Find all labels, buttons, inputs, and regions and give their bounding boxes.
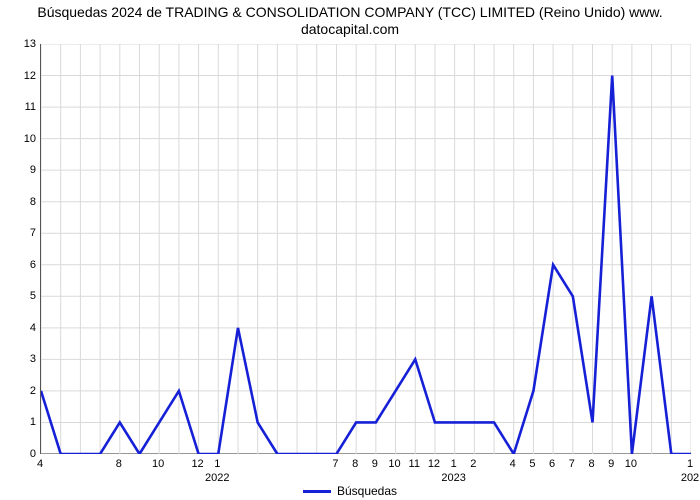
x-tick-label: 9 [608, 458, 614, 470]
x-tick-label: 6 [549, 458, 555, 470]
title-line-1: Búsquedas 2024 de TRADING & CONSOLIDATIO… [37, 4, 662, 20]
x-tick-label: 1 [451, 458, 457, 470]
x-tick-label: 12 [428, 458, 440, 470]
y-tick-label: 3 [16, 353, 36, 365]
y-tick-label: 7 [16, 227, 36, 239]
x-year-label: 2023 [441, 472, 465, 484]
x-tick-label: 5 [529, 458, 535, 470]
x-tick-label: 1 [687, 458, 693, 470]
y-tick-label: 1 [16, 416, 36, 428]
x-tick-label: 8 [116, 458, 122, 470]
y-tick-label: 13 [16, 38, 36, 50]
title-line-2: datocapital.com [301, 21, 399, 37]
y-tick-label: 6 [16, 259, 36, 271]
x-tick-label: 7 [569, 458, 575, 470]
chart-title: Búsquedas 2024 de TRADING & CONSOLIDATIO… [0, 4, 700, 38]
x-tick-label: 1 [214, 458, 220, 470]
x-tick-label: 9 [372, 458, 378, 470]
chart-svg [41, 44, 691, 454]
legend-label: Búsquedas [337, 484, 397, 498]
x-tick-label: 12 [191, 458, 203, 470]
x-tick-label: 4 [37, 458, 43, 470]
y-tick-label: 2 [16, 385, 36, 397]
legend-swatch [303, 490, 331, 493]
y-tick-label: 11 [16, 101, 36, 113]
y-tick-label: 10 [16, 133, 36, 145]
x-tick-label: 8 [352, 458, 358, 470]
x-year-label: 202 [681, 472, 699, 484]
x-tick-label: 2 [470, 458, 476, 470]
y-tick-label: 8 [16, 196, 36, 208]
y-tick-label: 9 [16, 164, 36, 176]
line-chart: Búsquedas 2024 de TRADING & CONSOLIDATIO… [0, 0, 700, 500]
x-tick-label: 11 [409, 458, 420, 470]
y-tick-label: 4 [16, 322, 36, 334]
x-tick-label: 8 [588, 458, 594, 470]
x-tick-label: 7 [332, 458, 338, 470]
x-tick-label: 4 [510, 458, 516, 470]
y-tick-label: 0 [16, 448, 36, 460]
x-tick-label: 10 [152, 458, 164, 470]
x-year-label: 2022 [205, 472, 229, 484]
plot-area [40, 44, 690, 454]
y-tick-label: 12 [16, 70, 36, 82]
x-tick-label: 10 [625, 458, 637, 470]
x-tick-label: 10 [388, 458, 400, 470]
legend: Búsquedas [0, 484, 700, 498]
y-tick-label: 5 [16, 290, 36, 302]
